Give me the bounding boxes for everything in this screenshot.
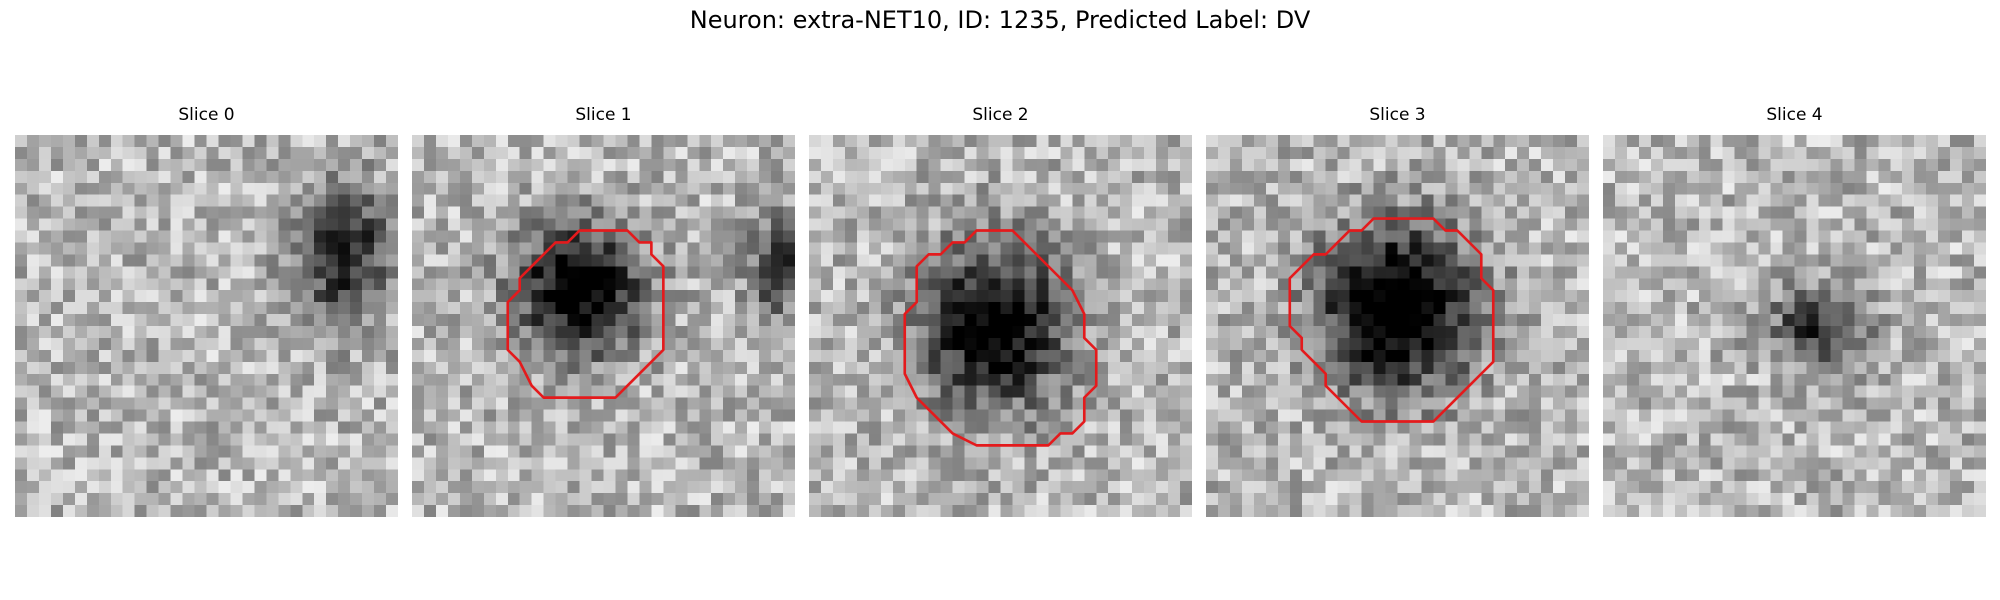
contour-overlay [506, 229, 665, 399]
slice-image [809, 135, 1192, 517]
slice-title: Slice 2 [972, 105, 1029, 125]
slice-image [412, 135, 795, 517]
slice-panel-3: Slice 3 [1206, 105, 1589, 517]
roi-contour [903, 229, 1098, 447]
slice-panel-4: Slice 4 [1603, 105, 1986, 517]
slice-panel-0: Slice 0 [15, 105, 398, 517]
slice-image [1206, 135, 1589, 517]
contour-overlay [903, 229, 1098, 447]
slice-title: Slice 4 [1766, 105, 1823, 125]
contour-overlay [15, 135, 398, 517]
roi-contour [1288, 217, 1495, 423]
slice-panel-1: Slice 1 [412, 105, 795, 517]
slice-image [1603, 135, 1986, 517]
roi-contour [506, 229, 665, 399]
figure-title: Neuron: extra-NET10, ID: 1235, Predicted… [689, 6, 1311, 34]
slice-title: Slice 1 [575, 105, 632, 125]
slice-image [15, 135, 398, 517]
slice-title: Slice 3 [1369, 105, 1426, 125]
contour-overlay [1288, 217, 1495, 423]
slice-panel-2: Slice 2 [809, 105, 1192, 517]
contour-overlay [1603, 135, 1986, 517]
slice-title: Slice 0 [178, 105, 235, 125]
